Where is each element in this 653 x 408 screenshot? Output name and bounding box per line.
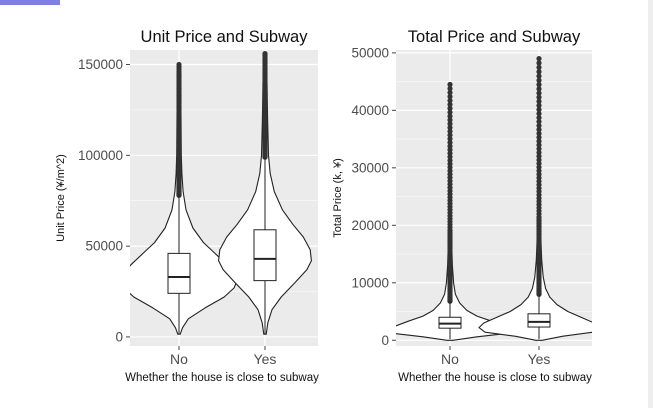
y-tick-label: 50000 xyxy=(85,239,123,254)
outlier-point xyxy=(536,64,542,71)
outlier-point xyxy=(447,109,453,115)
outlier-point xyxy=(536,146,542,152)
outlier-point xyxy=(536,73,542,79)
outlier-point xyxy=(447,121,453,127)
box xyxy=(167,252,191,294)
y-tick-label: 0 xyxy=(115,329,123,344)
chart-title: Unit Price and Subway xyxy=(141,28,309,46)
outlier-point xyxy=(536,86,542,92)
outlier-point xyxy=(447,97,453,104)
outlier-point xyxy=(536,98,542,104)
x-axis-label: Whether the house is close to subway xyxy=(398,372,592,384)
y-axis-label: Unit Price (¥/m^2) xyxy=(55,154,67,242)
outlier-point xyxy=(447,132,453,138)
outlier-point xyxy=(536,94,542,100)
outlier-point xyxy=(536,102,542,109)
cropped-heading-fragment xyxy=(0,0,120,12)
outlier-point xyxy=(447,154,453,160)
outlier-point xyxy=(536,90,542,96)
panel-background xyxy=(396,50,592,346)
outlier-point xyxy=(536,82,542,88)
x-axis-label: Whether the house is close to subway xyxy=(125,372,319,384)
outlier-point xyxy=(536,149,542,156)
outlier-point xyxy=(536,123,542,129)
y-tick-label: 10000 xyxy=(351,275,389,290)
chart-title: Total Price and Subway xyxy=(408,28,581,46)
outlier-point xyxy=(447,128,453,134)
y-axis-label: Total Price (k, ¥) xyxy=(332,158,344,237)
outlier-point xyxy=(536,107,542,113)
outlier-point xyxy=(447,85,453,92)
outlier-point xyxy=(447,136,453,142)
y-tick-label: 100000 xyxy=(78,148,123,163)
outlier-point xyxy=(447,93,453,100)
outlier-point xyxy=(536,119,542,125)
violin-group-yes xyxy=(218,51,312,335)
outlier-point xyxy=(536,77,542,83)
x-tick-label: Yes xyxy=(528,351,551,367)
outlier-point xyxy=(536,134,542,140)
violin-group-yes xyxy=(478,56,592,341)
outlier-point xyxy=(447,89,453,96)
unit-price-chart: 0 50000 100000 150000 No Yes Unit Price and Su… xyxy=(55,28,319,384)
outlier-point xyxy=(536,157,542,163)
outlier-point xyxy=(536,126,542,133)
x-tick-label: No xyxy=(441,351,459,367)
window-edge xyxy=(648,0,653,408)
outlier-point xyxy=(536,69,542,75)
x-tick-label: No xyxy=(170,351,188,367)
outlier-point xyxy=(447,105,453,111)
outlier-point xyxy=(536,60,542,66)
outlier-point xyxy=(536,160,542,167)
outlier-point xyxy=(536,142,542,148)
box xyxy=(253,229,277,282)
outlier-point xyxy=(536,153,542,159)
outlier-point xyxy=(447,147,453,153)
y-tick-label: 150000 xyxy=(78,57,123,72)
outlier-point xyxy=(447,113,453,119)
outlier-point xyxy=(536,168,542,174)
outlier-point xyxy=(176,61,182,68)
x-tick-label: Yes xyxy=(254,351,277,367)
box xyxy=(527,313,551,328)
outlier-point xyxy=(447,81,453,88)
outlier-point xyxy=(447,143,453,149)
outlier-point xyxy=(536,130,542,137)
outlier-point xyxy=(536,138,542,144)
outlier-point xyxy=(447,139,453,146)
outlier-point xyxy=(447,150,453,156)
outlier-point xyxy=(447,125,453,131)
outlier-point xyxy=(536,56,542,62)
violin-group-no xyxy=(396,81,511,341)
y-tick-label: 0 xyxy=(381,333,389,348)
y-tick-label: 30000 xyxy=(351,160,389,175)
outlier-point xyxy=(447,117,453,123)
outlier-point xyxy=(536,115,542,121)
y-tick-label: 20000 xyxy=(351,218,389,233)
y-tick-label: 50000 xyxy=(351,45,389,60)
total-price-chart: 0 10000 20000 30000 40000 50000 No Yes Total Pri… xyxy=(332,28,592,384)
outlier-point xyxy=(536,164,542,170)
outlier-point xyxy=(536,111,542,117)
outlier-point xyxy=(262,51,268,57)
outlier-point xyxy=(447,101,453,108)
y-tick-label: 40000 xyxy=(351,103,389,118)
